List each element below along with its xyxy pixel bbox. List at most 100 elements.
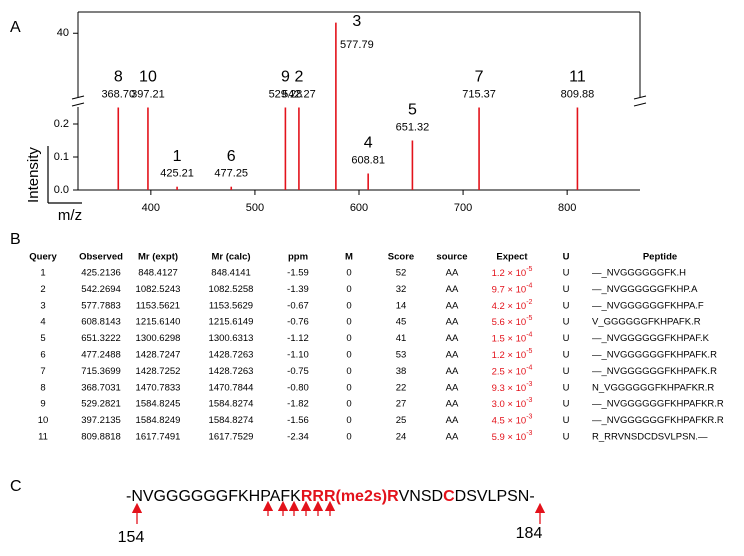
peak-id: 11 [569,69,586,86]
cell: V_GGGGGGFKHPAFK.R [592,317,701,328]
cell: U [563,300,570,311]
peak-mz: 577.79 [340,39,374,51]
column-header: Expect [496,252,528,263]
cell: 9 [40,399,45,410]
cell: —_NVGGGGGGFKHPA.F [592,300,704,311]
cell: 27 [396,399,407,410]
peak-id: 10 [139,69,157,86]
cell: 542.2694 [81,284,121,295]
x-axis-label: m/z [58,207,82,224]
cell: 425.2136 [81,268,121,279]
cell-exponent: -3 [526,397,532,404]
sequence-segment: DSVLPSN- [455,488,535,505]
cell: 41 [396,333,407,344]
cell-base: 3.0 × 10 [492,399,527,410]
cell: 32 [396,284,407,295]
panel-label: A [10,19,21,36]
cell: 53 [396,350,407,361]
panel-label: C [10,478,22,495]
cell: 529.2821 [81,399,121,410]
peak-id: 9 [281,69,290,86]
x-tick-label: 700 [454,202,472,214]
peak-mz: 477.25 [214,168,248,180]
cell: U [563,399,570,410]
cell-base: 1.2 × 10 [492,350,527,361]
cell: AA [446,300,459,311]
x-tick-label: 500 [246,202,264,214]
cell: AA [446,268,459,279]
cell-exponent: -5 [526,348,532,355]
cell: U [563,350,570,361]
column-header: M [345,252,353,263]
cell: 6 [40,350,45,361]
column-header: Score [388,252,414,263]
cell: 1428.7247 [136,350,181,361]
sequence-segment: C [443,488,455,505]
cell-base: 9.3 × 10 [492,382,527,393]
cell: U [563,415,570,426]
cell: 608.8143 [81,317,121,328]
cell: U [563,432,570,443]
cell: 5.6 × 10-5 [492,315,533,328]
peak-mz: 368.70 [101,88,135,100]
cell: 0 [346,432,351,443]
cell: 22 [396,382,407,393]
column-header: source [436,252,467,263]
cell: 0 [346,284,351,295]
cell: 1470.7844 [209,382,254,393]
cell-base: 9.7 × 10 [492,284,527,295]
peak-mz: 715.37 [462,88,496,100]
cell-exponent: -3 [526,430,532,437]
x-tick-label: 800 [558,202,576,214]
x-tick-label: 400 [142,202,160,214]
cell-exponent: -4 [526,331,532,338]
peak-id: 6 [227,148,236,165]
sequence-segment: VNSD [399,488,443,505]
peak-mz: 608.81 [351,154,385,166]
cell: 7 [40,366,45,377]
cell-base: 4.2 × 10 [492,300,527,311]
cell: 1584.8274 [209,415,254,426]
cell: -0.76 [287,317,309,328]
cell: 1617.7529 [209,432,254,443]
peak-mz: 425.21 [160,168,194,180]
cell: 4 [40,317,45,328]
cell: 397.2135 [81,415,121,426]
cell: U [563,284,570,295]
cell: 1584.8249 [136,415,181,426]
cell: AA [446,382,459,393]
column-header: Mr (expt) [138,252,178,263]
cell: 9.7 × 10-4 [492,282,533,295]
y-tick-label: 0.2 [54,118,69,130]
cell: AA [446,366,459,377]
cell: 10 [38,415,49,426]
y-tick-label: 0.0 [54,184,69,196]
cell: 3 [40,300,45,311]
cell: —_NVGGGGGGFKHPAFKR.R [592,399,724,410]
cell: U [563,268,570,279]
sequence-segment: -NVGGGGGGFKHPAFK [126,488,301,505]
peak-mz: 529.28 [269,88,303,100]
cell: 45 [396,317,407,328]
cell: 2.5 × 10-4 [492,364,533,377]
cell-base: 1.2 × 10 [492,268,527,279]
cell: 0 [346,399,351,410]
cell: 1428.7263 [209,350,254,361]
cell: U [563,366,570,377]
cell-base: 5.6 × 10 [492,317,527,328]
cell: -1.10 [287,350,309,361]
cell-base: 1.5 × 10 [492,333,527,344]
column-header: U [563,252,570,263]
cell: 0 [346,382,351,393]
cell: 1 [40,268,45,279]
cell-exponent: -3 [526,413,532,420]
cell: 368.7031 [81,382,121,393]
x-tick-label: 600 [350,202,368,214]
cell: 0 [346,333,351,344]
peak-id: 7 [475,69,484,86]
cell: -0.80 [287,382,309,393]
residue-number: 154 [118,529,145,546]
cell: 9.3 × 10-3 [492,381,533,394]
cell: 14 [396,300,407,311]
